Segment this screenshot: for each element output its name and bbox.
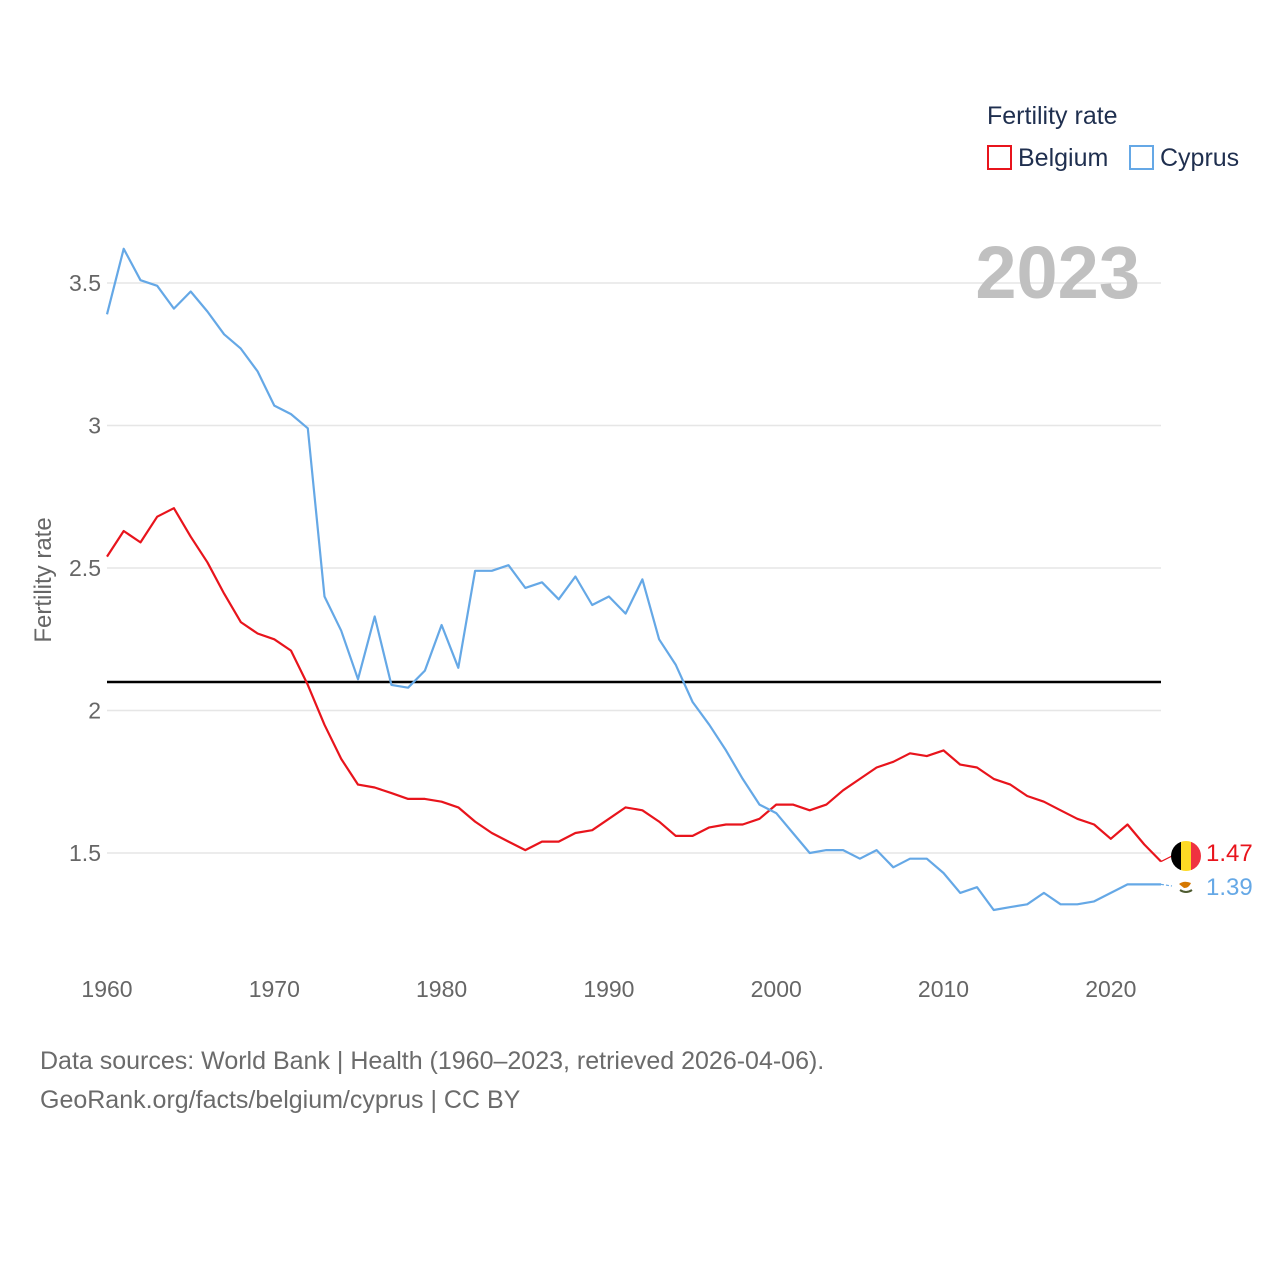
legend-item-cyprus[interactable]: Cyprus — [1129, 144, 1239, 172]
series-line-belgium — [106, 507, 1162, 863]
y-axis-ticks: 1.5 2 2.5 3 3.5 — [69, 270, 101, 866]
end-connector-belgium — [1160, 855, 1173, 863]
x-tick-label: 2010 — [918, 976, 969, 1002]
legend-swatch-cyprus — [1129, 145, 1154, 170]
y-axis-title: Fertility rate — [30, 517, 57, 642]
attribution-text: GeoRank.org/facts/belgium/cyprus | CC BY — [40, 1086, 521, 1114]
end-connector-cyprus — [1160, 883, 1173, 887]
x-tick-label: 2020 — [1085, 976, 1136, 1002]
y-tick-label: 3.5 — [69, 270, 101, 296]
legend-swatch-belgium — [987, 145, 1012, 170]
y-tick-label: 1.5 — [69, 840, 101, 866]
gridlines — [107, 282, 1161, 854]
legend-label-cyprus: Cyprus — [1160, 144, 1239, 172]
y-tick-label: 2.5 — [69, 555, 101, 581]
x-tick-label: 1970 — [249, 976, 300, 1002]
series-lines — [105, 247, 1173, 912]
legend-item-belgium[interactable]: Belgium — [987, 144, 1108, 172]
x-axis-ticks: 1960 1970 1980 1990 2000 2010 2020 — [81, 976, 1136, 1002]
x-tick-label: 1980 — [416, 976, 467, 1002]
legend-label-belgium: Belgium — [1018, 144, 1108, 172]
x-tick-label: 2000 — [751, 976, 802, 1002]
belgium-flag-icon — [1171, 841, 1201, 871]
y-tick-label: 2 — [88, 698, 101, 724]
end-label-cyprus: 1.39 — [1206, 874, 1253, 901]
end-label-belgium: 1.47 — [1206, 840, 1253, 867]
end-markers: 1.47 1.39 — [1171, 840, 1253, 901]
cyprus-flag-icon — [1177, 877, 1195, 895]
x-tick-label: 1990 — [583, 976, 634, 1002]
legend: Fertility rate Belgium Cyprus — [987, 102, 1239, 172]
x-tick-label: 1960 — [81, 976, 132, 1002]
year-label: 2023 — [975, 231, 1140, 314]
line-chart: 1.5 2 2.5 3 3.5 1960 1970 1980 1990 2000 2010 2020… — [30, 102, 1253, 1002]
data-sources-text: Data sources: World Bank | Health (1960–… — [40, 1047, 825, 1075]
y-tick-label: 3 — [88, 413, 101, 439]
series-line-cyprus — [105, 247, 1161, 912]
legend-title: Fertility rate — [987, 102, 1118, 130]
